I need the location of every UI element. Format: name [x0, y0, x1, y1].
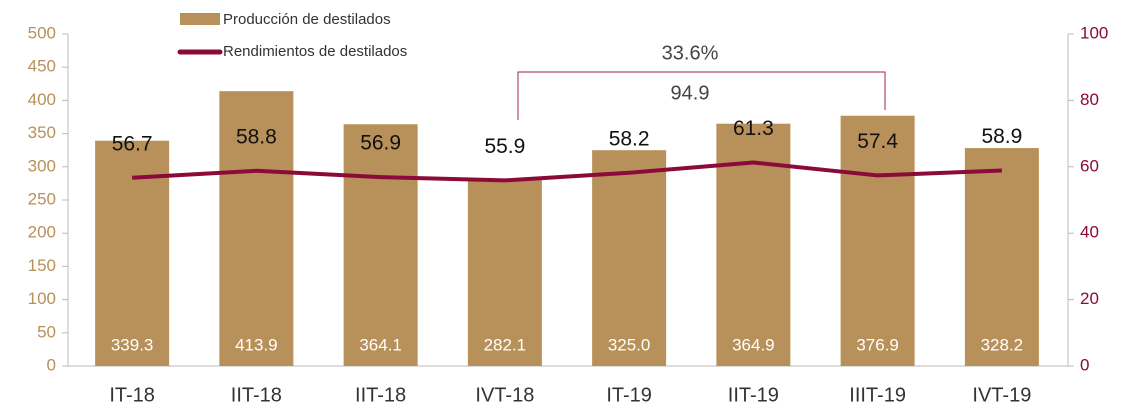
y-tick-label: 450 [28, 57, 56, 76]
y-tick-label: 500 [28, 23, 56, 42]
bar [964, 148, 1039, 366]
line-value-label: 57.4 [857, 130, 898, 153]
bar-value-label: 328.2 [981, 335, 1024, 354]
bar-value-label: 413.9 [235, 335, 278, 354]
line-value-label: 55.9 [484, 135, 525, 158]
bar [219, 91, 294, 366]
bar [467, 178, 542, 366]
x-tick-label: IVT-18 [475, 384, 534, 406]
line-value-label: 61.3 [733, 117, 774, 140]
line-value-label: 56.9 [360, 132, 401, 155]
annotation-bracket [517, 71, 886, 120]
legend-swatch [180, 13, 220, 25]
x-tick-label: IIT-19 [728, 384, 779, 406]
bar-value-label: 364.9 [732, 335, 775, 354]
legend-label: Producción de destilados [223, 11, 391, 28]
line [132, 160, 1002, 183]
y2-tick-label: 40 [1080, 223, 1099, 242]
bar-value-label: 325.0 [608, 335, 651, 354]
y2-tick-label: 80 [1080, 90, 1099, 109]
y2-tick-label: 60 [1080, 156, 1099, 175]
y-tick-label: 200 [28, 223, 56, 242]
line-value-label: 58.2 [609, 127, 650, 150]
y-tick-label: 350 [28, 123, 56, 142]
bar [343, 124, 418, 366]
y-tick-label: 150 [28, 256, 56, 275]
line-value-label: 58.9 [981, 125, 1022, 148]
line-value-label: 56.7 [112, 132, 153, 155]
x-tick-label: IT-19 [606, 384, 652, 406]
y2-tick-label: 100 [1080, 23, 1108, 42]
bar [592, 150, 667, 366]
y-tick-label: 50 [37, 322, 56, 341]
bar [716, 123, 791, 367]
x-tick-label: IVT-19 [972, 384, 1031, 406]
x-tick-label: IIT-18 [355, 384, 406, 406]
x-tick-label: IT-18 [109, 384, 155, 406]
y-tick-label: 0 [47, 355, 56, 374]
y-tick-label: 300 [28, 156, 56, 175]
y-tick-label: 250 [28, 189, 56, 208]
y2-tick-label: 20 [1080, 289, 1099, 308]
x-tick-label: IIT-18 [231, 384, 282, 406]
bar-value-label: 376.9 [856, 335, 899, 354]
annotation: 94.9 [671, 82, 710, 104]
y-tick-label: 400 [28, 90, 56, 109]
annotation: 33.6% [662, 42, 719, 64]
y2-tick-label: 0 [1080, 355, 1089, 374]
bar-value-label: 364.1 [359, 335, 402, 354]
bar-value-label: 339.3 [111, 335, 154, 354]
bar-value-label: 282.1 [484, 335, 527, 354]
bar [840, 115, 915, 366]
y-tick-label: 100 [28, 289, 56, 308]
legend-label: Rendimientos de destilados [223, 43, 407, 60]
line-value-label: 58.8 [236, 125, 277, 148]
x-tick-label: IIIT-19 [849, 384, 906, 406]
